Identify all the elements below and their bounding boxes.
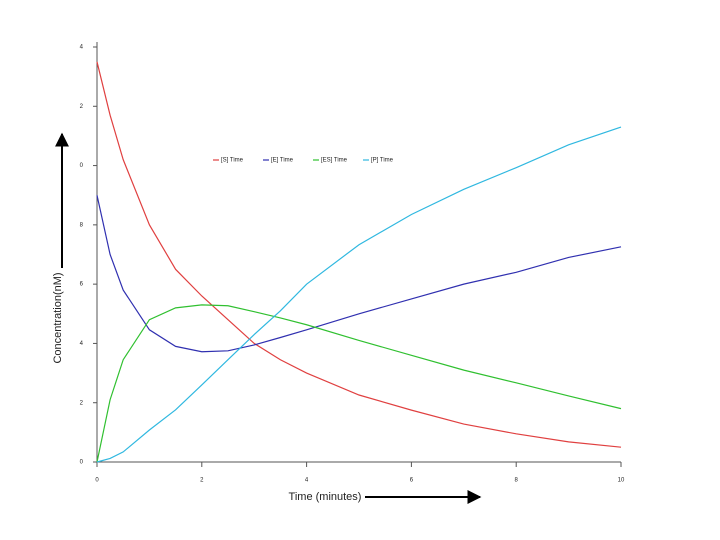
y-tick-label: 4 bbox=[80, 45, 84, 51]
y-tick-label: 4 bbox=[80, 341, 84, 347]
legend-label: [E] Time bbox=[271, 158, 294, 164]
y-tick-label: 0 bbox=[80, 460, 84, 466]
x-tick-label: 6 bbox=[410, 478, 414, 484]
y-tick-label: 2 bbox=[80, 104, 84, 110]
y-axis-label: Concentration(nM) bbox=[52, 272, 64, 363]
series-line bbox=[96, 304, 622, 463]
y-tick-label: 0 bbox=[80, 163, 84, 169]
x-tick-label: 2 bbox=[200, 478, 204, 484]
series-line bbox=[96, 61, 622, 448]
x-tick-label: 0 bbox=[95, 478, 99, 484]
x-axis-label: Time (minutes) bbox=[289, 491, 362, 503]
legend-label: [S] Time bbox=[221, 158, 244, 164]
series-line bbox=[96, 126, 622, 463]
legend-label: [ES] Time bbox=[321, 158, 348, 164]
x-tick-label: 4 bbox=[305, 478, 309, 484]
y-tick-label: 6 bbox=[80, 282, 84, 288]
series-line bbox=[96, 195, 622, 353]
legend-label: [P] Time bbox=[371, 158, 394, 164]
y-tick-label: 2 bbox=[80, 400, 84, 406]
y-tick-label: 8 bbox=[80, 222, 84, 228]
x-tick-label: 8 bbox=[515, 478, 519, 484]
x-tick-label: 10 bbox=[618, 478, 625, 484]
